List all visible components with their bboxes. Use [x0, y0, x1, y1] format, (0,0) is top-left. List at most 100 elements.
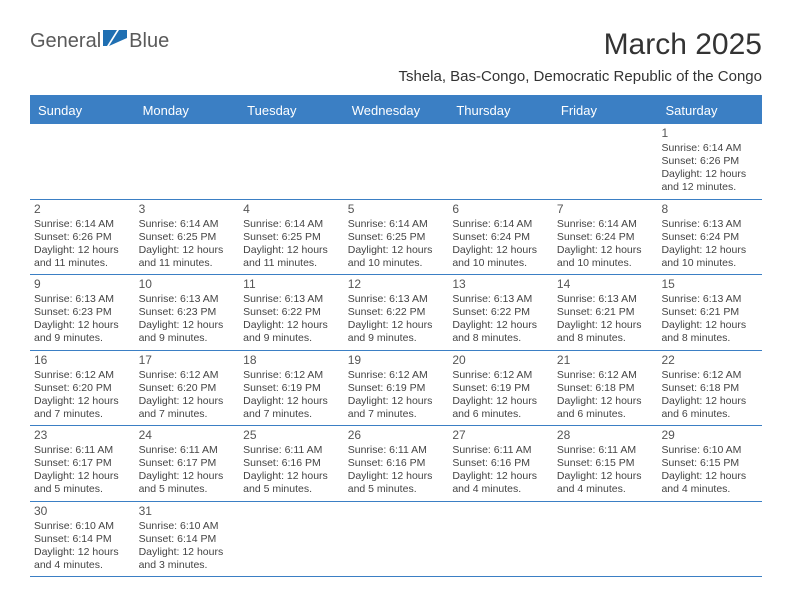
day-cell: 22Sunrise: 6:12 AMSunset: 6:18 PMDayligh…	[657, 351, 762, 426]
sunrise-text: Sunrise: 6:12 AM	[661, 369, 758, 382]
day-header: Friday	[553, 97, 658, 124]
sunset-text: Sunset: 6:17 PM	[139, 457, 236, 470]
sunrise-text: Sunrise: 6:13 AM	[661, 218, 758, 231]
sunrise-text: Sunrise: 6:12 AM	[452, 369, 549, 382]
day-number: 5	[348, 202, 445, 217]
sunset-text: Sunset: 6:20 PM	[139, 382, 236, 395]
sunset-text: Sunset: 6:19 PM	[452, 382, 549, 395]
sunrise-text: Sunrise: 6:13 AM	[661, 293, 758, 306]
sunrise-text: Sunrise: 6:12 AM	[557, 369, 654, 382]
day-number: 31	[139, 504, 236, 519]
day-cell: 6Sunrise: 6:14 AMSunset: 6:24 PMDaylight…	[448, 200, 553, 275]
day-number: 23	[34, 428, 131, 443]
empty-day-cell	[344, 502, 449, 577]
day-header: Tuesday	[239, 97, 344, 124]
day-number: 24	[139, 428, 236, 443]
daylight-text: Daylight: 12 hours and 8 minutes.	[452, 319, 549, 345]
sunset-text: Sunset: 6:25 PM	[243, 231, 340, 244]
calendar: SundayMondayTuesdayWednesdayThursdayFrid…	[30, 95, 762, 577]
day-cell: 29Sunrise: 6:10 AMSunset: 6:15 PMDayligh…	[657, 426, 762, 501]
sunrise-text: Sunrise: 6:14 AM	[661, 142, 758, 155]
daylight-text: Daylight: 12 hours and 10 minutes.	[348, 244, 445, 270]
sunrise-text: Sunrise: 6:11 AM	[34, 444, 131, 457]
sunrise-text: Sunrise: 6:10 AM	[661, 444, 758, 457]
daylight-text: Daylight: 12 hours and 7 minutes.	[139, 395, 236, 421]
daylight-text: Daylight: 12 hours and 10 minutes.	[452, 244, 549, 270]
logo: General Blue	[30, 28, 169, 54]
sunrise-text: Sunrise: 6:11 AM	[243, 444, 340, 457]
sunset-text: Sunset: 6:24 PM	[557, 231, 654, 244]
empty-day-cell	[135, 124, 240, 199]
sunrise-text: Sunrise: 6:13 AM	[34, 293, 131, 306]
day-number: 22	[661, 353, 758, 368]
day-number: 12	[348, 277, 445, 292]
sunrise-text: Sunrise: 6:14 AM	[557, 218, 654, 231]
day-number: 26	[348, 428, 445, 443]
day-cell: 19Sunrise: 6:12 AMSunset: 6:19 PMDayligh…	[344, 351, 449, 426]
sunset-text: Sunset: 6:24 PM	[661, 231, 758, 244]
empty-day-cell	[553, 502, 658, 577]
daylight-text: Daylight: 12 hours and 10 minutes.	[557, 244, 654, 270]
empty-day-cell	[239, 124, 344, 199]
sunrise-text: Sunrise: 6:11 AM	[452, 444, 549, 457]
day-number: 8	[661, 202, 758, 217]
sunset-text: Sunset: 6:24 PM	[452, 231, 549, 244]
day-cell: 30Sunrise: 6:10 AMSunset: 6:14 PMDayligh…	[30, 502, 135, 577]
daylight-text: Daylight: 12 hours and 3 minutes.	[139, 546, 236, 572]
daylight-text: Daylight: 12 hours and 5 minutes.	[243, 470, 340, 496]
sunset-text: Sunset: 6:17 PM	[34, 457, 131, 470]
day-number: 30	[34, 504, 131, 519]
sunrise-text: Sunrise: 6:12 AM	[243, 369, 340, 382]
daylight-text: Daylight: 12 hours and 4 minutes.	[452, 470, 549, 496]
day-cell: 12Sunrise: 6:13 AMSunset: 6:22 PMDayligh…	[344, 275, 449, 350]
sunset-text: Sunset: 6:25 PM	[139, 231, 236, 244]
daylight-text: Daylight: 12 hours and 11 minutes.	[139, 244, 236, 270]
daylight-text: Daylight: 12 hours and 4 minutes.	[661, 470, 758, 496]
day-cell: 16Sunrise: 6:12 AMSunset: 6:20 PMDayligh…	[30, 351, 135, 426]
location-text: Tshela, Bas-Congo, Democratic Republic o…	[398, 68, 762, 85]
empty-day-cell	[448, 502, 553, 577]
day-number: 13	[452, 277, 549, 292]
day-cell: 5Sunrise: 6:14 AMSunset: 6:25 PMDaylight…	[344, 200, 449, 275]
sunrise-text: Sunrise: 6:11 AM	[139, 444, 236, 457]
day-cell: 25Sunrise: 6:11 AMSunset: 6:16 PMDayligh…	[239, 426, 344, 501]
day-header: Saturday	[657, 97, 762, 124]
day-cell: 7Sunrise: 6:14 AMSunset: 6:24 PMDaylight…	[553, 200, 658, 275]
sunset-text: Sunset: 6:14 PM	[34, 533, 131, 546]
day-cell: 15Sunrise: 6:13 AMSunset: 6:21 PMDayligh…	[657, 275, 762, 350]
day-number: 21	[557, 353, 654, 368]
day-cell: 9Sunrise: 6:13 AMSunset: 6:23 PMDaylight…	[30, 275, 135, 350]
sunrise-text: Sunrise: 6:14 AM	[348, 218, 445, 231]
day-cell: 10Sunrise: 6:13 AMSunset: 6:23 PMDayligh…	[135, 275, 240, 350]
day-cell: 2Sunrise: 6:14 AMSunset: 6:26 PMDaylight…	[30, 200, 135, 275]
week-row: 1Sunrise: 6:14 AMSunset: 6:26 PMDaylight…	[30, 124, 762, 200]
day-number: 11	[243, 277, 340, 292]
sunset-text: Sunset: 6:26 PM	[34, 231, 131, 244]
daylight-text: Daylight: 12 hours and 6 minutes.	[557, 395, 654, 421]
day-number: 17	[139, 353, 236, 368]
daylight-text: Daylight: 12 hours and 4 minutes.	[34, 546, 131, 572]
logo-text-1: General	[30, 30, 101, 53]
week-row: 30Sunrise: 6:10 AMSunset: 6:14 PMDayligh…	[30, 502, 762, 578]
week-row: 23Sunrise: 6:11 AMSunset: 6:17 PMDayligh…	[30, 426, 762, 502]
daylight-text: Daylight: 12 hours and 9 minutes.	[34, 319, 131, 345]
sunrise-text: Sunrise: 6:12 AM	[348, 369, 445, 382]
daylight-text: Daylight: 12 hours and 7 minutes.	[348, 395, 445, 421]
sunrise-text: Sunrise: 6:14 AM	[34, 218, 131, 231]
day-cell: 21Sunrise: 6:12 AMSunset: 6:18 PMDayligh…	[553, 351, 658, 426]
daylight-text: Daylight: 12 hours and 6 minutes.	[661, 395, 758, 421]
sunset-text: Sunset: 6:16 PM	[243, 457, 340, 470]
sunset-text: Sunset: 6:21 PM	[557, 306, 654, 319]
day-number: 28	[557, 428, 654, 443]
day-header: Thursday	[448, 97, 553, 124]
title-block: March 2025 Tshela, Bas-Congo, Democratic…	[398, 28, 762, 85]
sunset-text: Sunset: 6:19 PM	[348, 382, 445, 395]
day-cell: 3Sunrise: 6:14 AMSunset: 6:25 PMDaylight…	[135, 200, 240, 275]
daylight-text: Daylight: 12 hours and 5 minutes.	[348, 470, 445, 496]
day-cell: 28Sunrise: 6:11 AMSunset: 6:15 PMDayligh…	[553, 426, 658, 501]
sunset-text: Sunset: 6:19 PM	[243, 382, 340, 395]
day-cell: 8Sunrise: 6:13 AMSunset: 6:24 PMDaylight…	[657, 200, 762, 275]
day-cell: 18Sunrise: 6:12 AMSunset: 6:19 PMDayligh…	[239, 351, 344, 426]
daylight-text: Daylight: 12 hours and 7 minutes.	[243, 395, 340, 421]
day-header: Sunday	[30, 97, 135, 124]
